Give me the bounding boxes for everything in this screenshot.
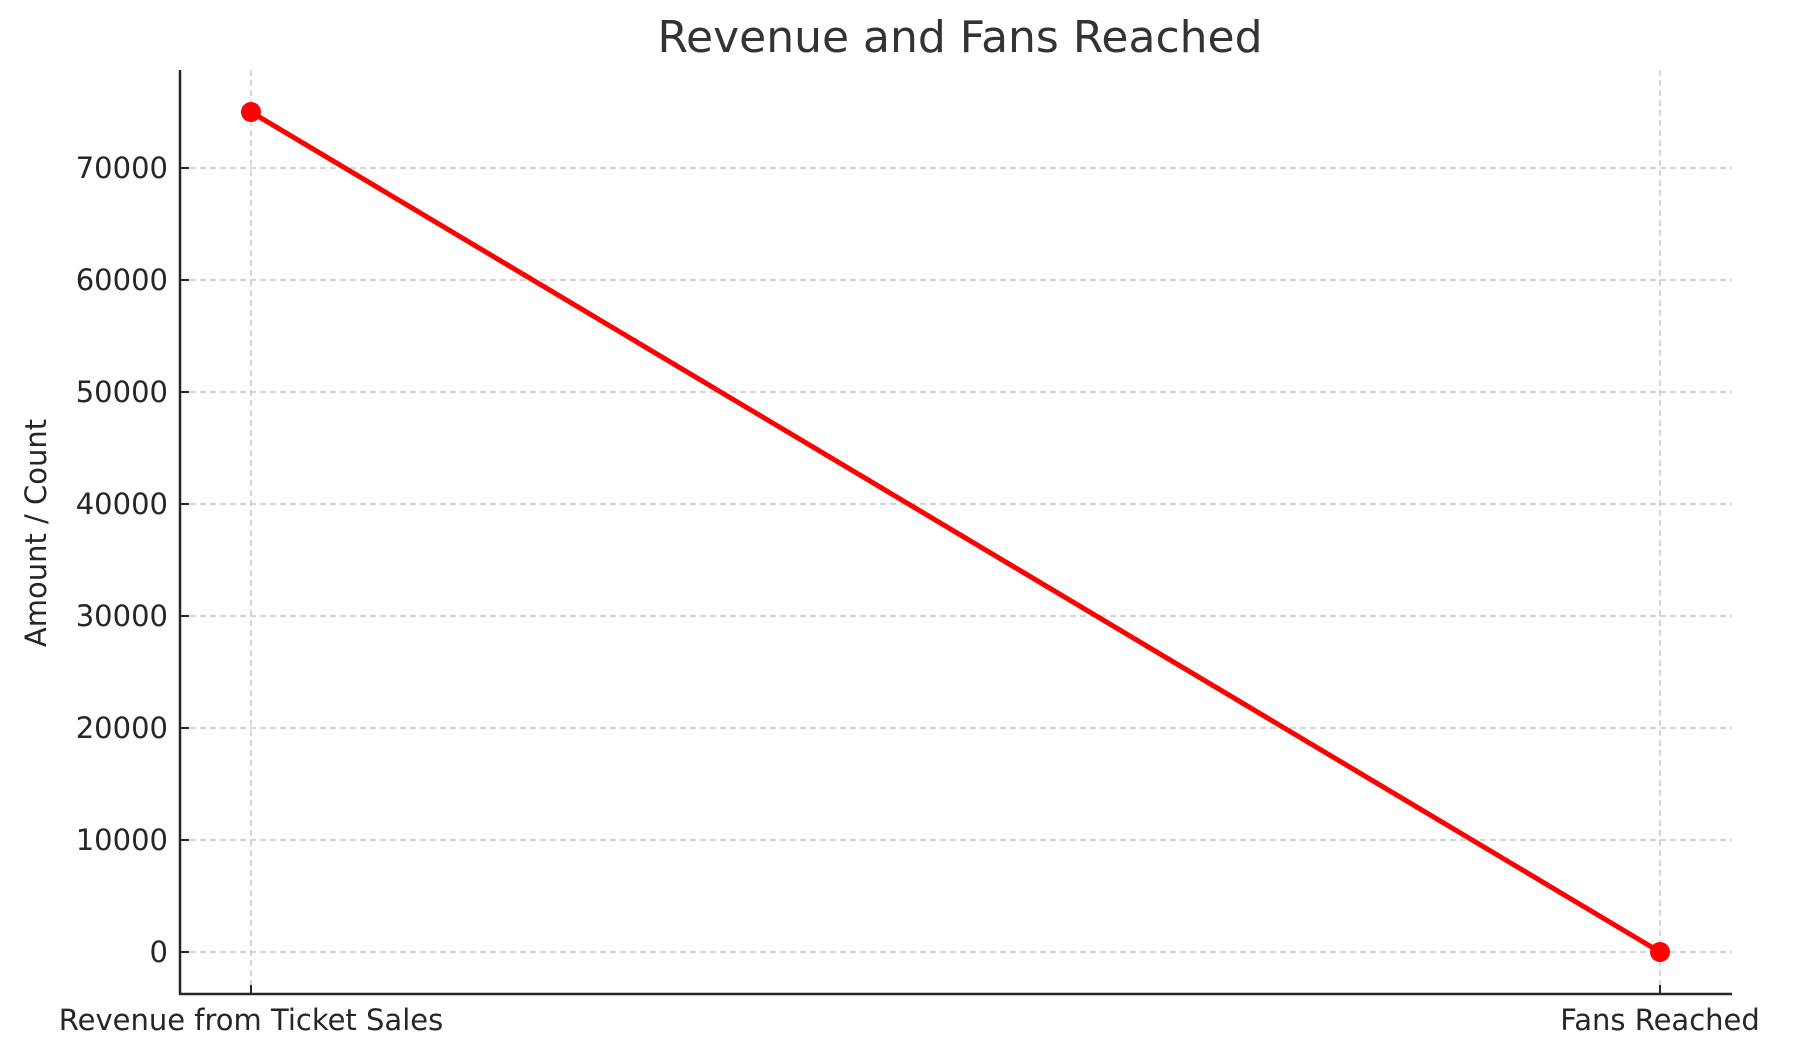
tick-labels: 0 10000 20000 30000 40000 50000 60000 70000 Reve… xyxy=(59,151,1760,1037)
y-tick-label: 50000 xyxy=(76,375,168,409)
y-tick-label: 10000 xyxy=(76,823,168,857)
series-line xyxy=(248,109,1663,955)
data-point-marker xyxy=(1650,942,1670,962)
y-tick-label: 60000 xyxy=(76,263,168,297)
chart-title: Revenue and Fans Reached xyxy=(657,12,1262,63)
x-tick-label: Fans Reached xyxy=(1560,1003,1760,1037)
y-tick-label: 40000 xyxy=(76,487,168,521)
data-point-marker xyxy=(241,102,261,122)
y-tick-label: 0 xyxy=(150,935,168,969)
y-axis-label: Amount / Count xyxy=(19,419,53,647)
y-tick-label: 30000 xyxy=(76,599,168,633)
axes xyxy=(178,70,1732,996)
y-tick-label: 70000 xyxy=(76,151,168,185)
x-tick-label: Revenue from Ticket Sales xyxy=(59,1003,443,1037)
data-series xyxy=(241,102,1670,962)
y-tick-label: 20000 xyxy=(76,711,168,745)
